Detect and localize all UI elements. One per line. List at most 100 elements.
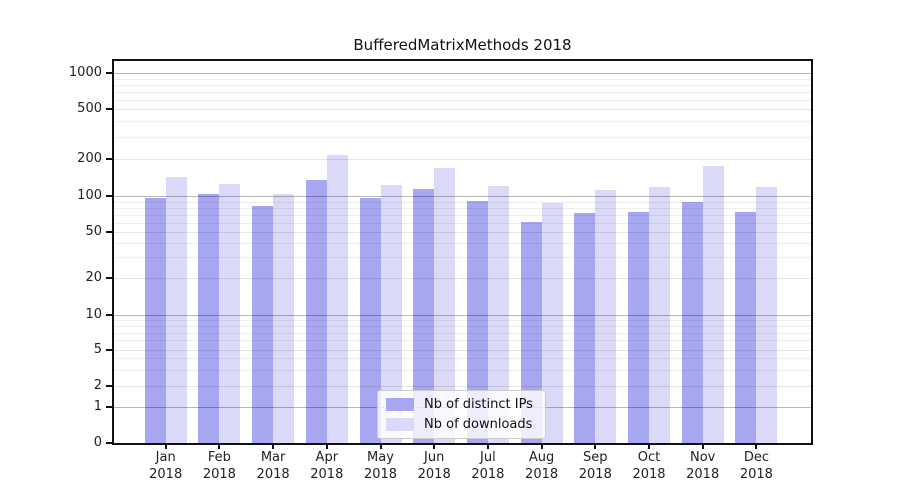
gridline-y-8 [114, 326, 811, 328]
x-tick-mark-mar [272, 443, 275, 449]
bar-downloads-dec [756, 187, 778, 443]
x-tick-label-feb: Feb 2018 [202, 450, 236, 482]
y-tick-mark-0 [106, 442, 112, 444]
x-tick-mark-aug [540, 443, 543, 449]
gridline-y-4 [114, 358, 811, 360]
x-tick-label-nov: Nov 2018 [686, 450, 720, 482]
gridline-y-6 [114, 340, 811, 342]
gridline-y-70 [114, 214, 811, 216]
bar-distinct-ips-jan [144, 197, 166, 443]
y-tick-label-1: 1 [93, 399, 102, 414]
y-tick-label-100: 100 [77, 188, 102, 203]
y-tick-mark-100 [106, 195, 112, 197]
gridline-y-50 [114, 232, 811, 234]
gridline-y-600 [114, 99, 811, 101]
y-tick-mark-1000 [106, 72, 112, 75]
legend-swatch-downloads [386, 418, 414, 431]
x-tick-label-apr: Apr 2018 [310, 450, 344, 482]
plot-area: Nb of distinct IPs Nb of downloads [112, 59, 813, 445]
y-tick-label-0: 0 [93, 435, 102, 450]
x-tick-mark-jul [486, 443, 489, 449]
bar-distinct-ips-sep [574, 213, 596, 443]
bar-downloads-jul [487, 186, 509, 443]
gridline-y-7 [114, 332, 811, 334]
y-tick-mark-1 [106, 406, 112, 408]
x-tick-label-jan: Jan 2018 [149, 450, 183, 482]
bar-downloads-jan [165, 177, 187, 443]
legend-item-downloads: Nb of downloads [386, 417, 533, 432]
gridline-y-300 [114, 137, 811, 138]
bar-distinct-ips-apr [305, 179, 327, 443]
y-tick-mark-2 [106, 384, 112, 387]
y-tick-mark-10 [106, 314, 112, 316]
y-tick-label-2: 2 [93, 377, 102, 393]
x-tick-mark-jan [164, 443, 167, 449]
x-tick-label-jul: Jul 2018 [471, 450, 505, 482]
gridline-y-500 [114, 109, 811, 111]
x-tick-mark-oct [648, 443, 650, 449]
bar-distinct-ips-dec [735, 212, 757, 443]
bar-distinct-ips-jun [413, 189, 435, 443]
x-tick-mark-may [379, 443, 382, 449]
x-tick-mark-jun [433, 443, 436, 449]
bar-distinct-ips-nov [681, 201, 703, 443]
gridline-y-80 [114, 207, 811, 209]
x-tick-label-jun: Jun 2018 [417, 450, 451, 482]
gridline-y-2 [114, 385, 811, 387]
legend-item-distinct-ips: Nb of distinct IPs [386, 397, 533, 412]
y-tick-mark-500 [106, 108, 112, 111]
gridline-y-900 [114, 78, 811, 80]
legend-label-downloads: Nb of downloads [424, 417, 533, 432]
bar-downloads-aug [541, 203, 563, 443]
gridline-y-9 [114, 320, 811, 322]
legend-label-distinct-ips: Nb of distinct IPs [424, 397, 533, 412]
x-tick-mark-dec [755, 443, 758, 449]
y-tick-mark-200 [106, 158, 112, 160]
x-tick-label-aug: Aug 2018 [525, 450, 559, 482]
gridline-y-20 [114, 277, 811, 279]
gridline-y-5 [114, 349, 811, 351]
gridline-y-800 [114, 84, 811, 86]
bar-downloads-apr [326, 155, 348, 443]
legend-swatch-distinct-ips [386, 398, 414, 411]
gridline-y-30 [114, 257, 811, 259]
gridline-y-10 [114, 315, 811, 316]
x-tick-label-sep: Sep 2018 [578, 450, 612, 482]
gridline-y-3 [114, 369, 811, 371]
x-tick-label-dec: Dec 2018 [739, 450, 773, 482]
bar-distinct-ips-may [359, 198, 381, 443]
y-tick-label-50: 50 [85, 224, 102, 240]
bar-downloads-sep [595, 190, 617, 443]
x-tick-mark-nov [701, 443, 704, 449]
x-tick-label-oct: Oct 2018 [632, 450, 666, 482]
gridline-y-60 [114, 222, 811, 224]
bar-downloads-oct [649, 187, 670, 443]
y-tick-label-200: 200 [77, 151, 102, 166]
y-tick-label-10: 10 [85, 307, 102, 322]
legend: Nb of distinct IPs Nb of downloads [377, 390, 546, 439]
x-tick-mark-apr [325, 443, 328, 449]
gridline-y-90 [114, 201, 811, 203]
bar-downloads-may [380, 185, 402, 443]
gridline-y-700 [114, 91, 811, 93]
bar-distinct-ips-feb [198, 194, 220, 443]
gridline-y-100 [114, 196, 811, 197]
y-tick-mark-50 [106, 231, 112, 234]
y-tick-label-500: 500 [77, 101, 102, 117]
bar-downloads-feb [219, 184, 241, 443]
bar-distinct-ips-mar [252, 205, 274, 443]
y-tick-mark-20 [106, 276, 112, 279]
bar-downloads-jun [434, 168, 456, 443]
chart-title: BufferedMatrixMethods 2018 [353, 36, 572, 54]
bar-distinct-ips-aug [520, 221, 542, 443]
y-tick-mark-5 [106, 348, 112, 351]
x-tick-label-may: May 2018 [363, 450, 398, 482]
x-tick-mark-sep [594, 443, 597, 449]
bar-downloads-mar [273, 194, 295, 443]
x-tick-label-mar: Mar 2018 [256, 450, 290, 482]
x-tick-mark-feb [218, 443, 221, 449]
gridline-y-40 [114, 243, 811, 245]
gridline-y-200 [114, 159, 811, 160]
y-tick-label-1000: 1000 [68, 65, 102, 81]
